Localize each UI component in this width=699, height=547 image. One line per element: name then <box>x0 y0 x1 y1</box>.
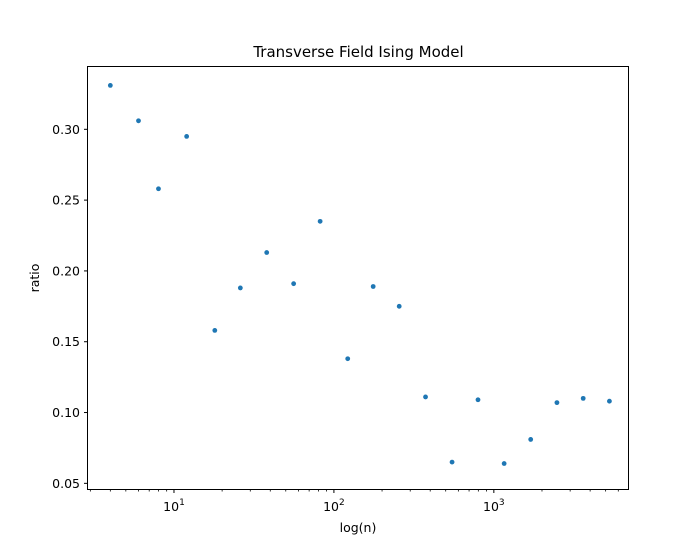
data-point <box>107 83 113 88</box>
y-tick-label: 0.05 <box>52 476 80 491</box>
data-point <box>237 285 243 291</box>
y-tick-label: 0.25 <box>52 193 80 208</box>
data-point <box>264 250 270 255</box>
data-point <box>580 395 586 401</box>
data-point <box>345 356 351 362</box>
y-axis-label: ratio <box>27 264 42 293</box>
axis-ticks: 0.05 0.10 0.15 0.20 0.25 0.30 101 102 103 <box>52 122 619 514</box>
chart-title: Transverse Field Ising Model <box>252 43 463 61</box>
x-tick-label: 102 <box>323 498 345 514</box>
data-point <box>423 394 428 400</box>
data-point <box>317 218 323 224</box>
data-points <box>107 83 612 466</box>
y-tick-label: 0.10 <box>52 405 80 420</box>
data-point <box>370 284 376 289</box>
x-tick-label: 103 <box>483 498 505 514</box>
x-axis-label: log(n) <box>340 520 377 535</box>
x-tick-label: 101 <box>163 498 185 514</box>
data-point <box>184 133 190 139</box>
y-tick-label: 0.20 <box>52 263 80 278</box>
plot-frame <box>87 66 629 490</box>
data-point <box>396 303 402 309</box>
data-point <box>554 400 560 406</box>
y-tick-label: 0.30 <box>52 122 80 137</box>
data-point <box>475 397 481 403</box>
data-point <box>212 327 218 333</box>
data-point <box>528 437 534 442</box>
data-point <box>136 118 141 124</box>
data-point <box>156 186 161 192</box>
data-point <box>501 461 507 466</box>
data-point <box>449 459 455 465</box>
data-point <box>291 281 297 287</box>
data-point <box>607 398 612 404</box>
y-tick-label: 0.15 <box>52 334 80 349</box>
